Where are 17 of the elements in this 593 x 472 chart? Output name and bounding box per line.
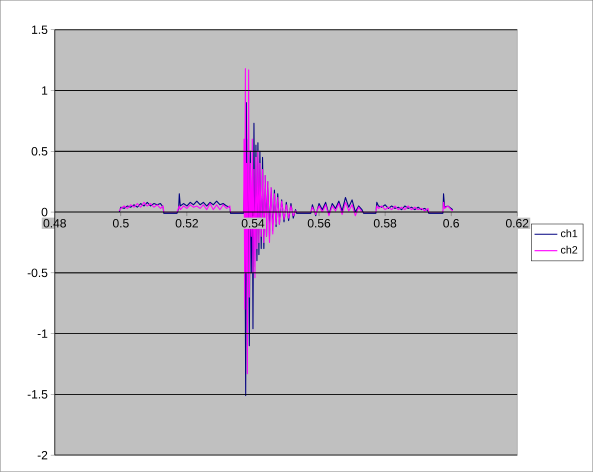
x-tick-label: 0.6 bbox=[443, 219, 459, 228]
y-tick-label: -1 bbox=[38, 330, 48, 338]
legend-label: ch2 bbox=[560, 246, 578, 254]
y-tick-label: -0.5 bbox=[28, 268, 48, 278]
y-tick-label: -1.5 bbox=[28, 390, 48, 399]
y-tick-label: 0.5 bbox=[32, 147, 48, 156]
y-tick-label: 1.5 bbox=[32, 26, 48, 34]
y-tick-label: -2 bbox=[38, 450, 48, 460]
y-tick-label: 0 bbox=[42, 208, 48, 216]
y-tick-label: 1 bbox=[42, 86, 48, 95]
x-tick-label: 0.58 bbox=[374, 219, 396, 228]
legend-label: ch1 bbox=[560, 229, 578, 238]
x-tick-label: 0.54 bbox=[242, 219, 264, 228]
x-tick-label: 0.62 bbox=[506, 219, 528, 228]
x-tick-label: 0.52 bbox=[176, 219, 198, 228]
x-tick-label: 0.56 bbox=[308, 219, 330, 228]
x-tick-label: 0.5 bbox=[112, 219, 129, 228]
